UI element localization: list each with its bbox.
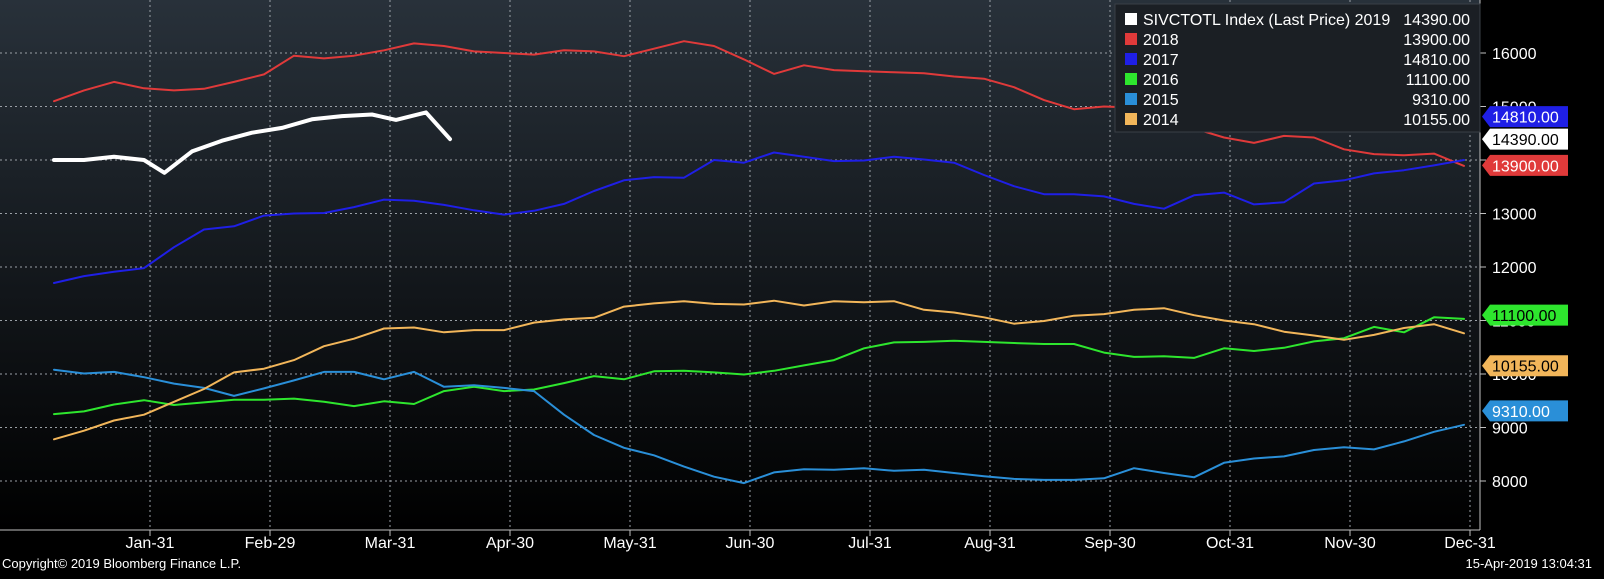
last-price-tag bbox=[1482, 154, 1568, 176]
last-price-labels: 14810.00 14390.00 13900.00 11100.00 10155.00… bbox=[1482, 106, 1568, 422]
series-line-2015 bbox=[53, 368, 1465, 485]
last-price-label: 14390.00 bbox=[1492, 132, 1559, 149]
legend-swatch bbox=[1125, 73, 1137, 85]
y-tick-label: 16000 bbox=[1492, 46, 1537, 63]
last-price-tag bbox=[1482, 304, 1568, 326]
legend-entry-label: SIVCTOTL Index (Last Price) 2019 bbox=[1143, 12, 1390, 29]
legend-entry-label: 2015 bbox=[1143, 92, 1179, 109]
last-price-label: 11100.00 bbox=[1492, 308, 1556, 325]
legend-swatch bbox=[1125, 93, 1137, 105]
legend-entry-value: 14810.00 bbox=[1403, 52, 1470, 69]
legend-entry-value: 10155.00 bbox=[1403, 112, 1470, 129]
legend-entry-value: 9310.00 bbox=[1412, 92, 1470, 109]
last-price-label: 9310.00 bbox=[1492, 404, 1550, 421]
y-tick-label: 12000 bbox=[1492, 260, 1537, 277]
series-line-sivctotl-index-last-price-2019 bbox=[52, 110, 452, 175]
last-price-tag bbox=[1482, 106, 1568, 128]
legend-entry-label: 2018 bbox=[1143, 32, 1179, 49]
last-price-tag bbox=[1482, 400, 1568, 422]
series-line-2017 bbox=[53, 151, 1465, 284]
copyright-text: Copyright© 2019 Bloomberg Finance L.P. bbox=[2, 556, 242, 571]
last-price-tag bbox=[1482, 128, 1568, 150]
timestamp-text: 15-Apr-2019 13:04:31 bbox=[1465, 556, 1592, 571]
x-tick-label: Jan-31 bbox=[126, 535, 175, 552]
last-price-label: 10155.00 bbox=[1492, 359, 1559, 376]
x-tick-label: Sep-30 bbox=[1084, 535, 1136, 552]
series-lines bbox=[52, 40, 1465, 485]
legend-swatch bbox=[1125, 33, 1137, 45]
y-tick-label: 9000 bbox=[1492, 421, 1528, 438]
legend-entry-value: 11100.00 bbox=[1406, 72, 1470, 89]
x-tick-label: Nov-30 bbox=[1324, 535, 1376, 552]
x-tick-label: Jun-30 bbox=[726, 535, 775, 552]
x-tick-label: May-31 bbox=[603, 535, 656, 552]
x-tick-label: Jul-31 bbox=[848, 535, 892, 552]
legend: SIVCTOTL Index (Last Price) 2019 14390.00… bbox=[1114, 3, 1481, 133]
legend-entry-value: 13900.00 bbox=[1403, 32, 1470, 49]
series-line-2016 bbox=[53, 316, 1465, 416]
legend-entry-value: 14390.00 bbox=[1403, 12, 1470, 29]
last-price-tag bbox=[1482, 355, 1568, 377]
x-tick-label: Feb-29 bbox=[245, 535, 296, 552]
legend-entry-label: 2017 bbox=[1143, 52, 1179, 69]
series-line-2018 bbox=[53, 40, 1465, 167]
last-price-label: 14810.00 bbox=[1492, 110, 1559, 127]
legend-entry-label: 2014 bbox=[1143, 112, 1179, 129]
legend-box bbox=[1114, 3, 1481, 133]
x-tick-label: Dec-31 bbox=[1444, 535, 1496, 552]
x-tick-label: Mar-31 bbox=[365, 535, 416, 552]
y-tick-label: 13000 bbox=[1492, 207, 1537, 224]
last-price-label: 13900.00 bbox=[1492, 158, 1559, 175]
x-tick-label: Apr-30 bbox=[486, 535, 534, 552]
x-tick-label: Aug-31 bbox=[964, 535, 1016, 552]
legend-entry-label: 2016 bbox=[1143, 72, 1179, 89]
y-tick-label: 8000 bbox=[1492, 474, 1528, 491]
x-tick-label: Oct-31 bbox=[1206, 535, 1254, 552]
legend-swatch bbox=[1125, 113, 1137, 125]
legend-swatch bbox=[1125, 53, 1137, 65]
legend-swatch bbox=[1125, 13, 1137, 25]
series-line-2014 bbox=[53, 299, 1465, 441]
